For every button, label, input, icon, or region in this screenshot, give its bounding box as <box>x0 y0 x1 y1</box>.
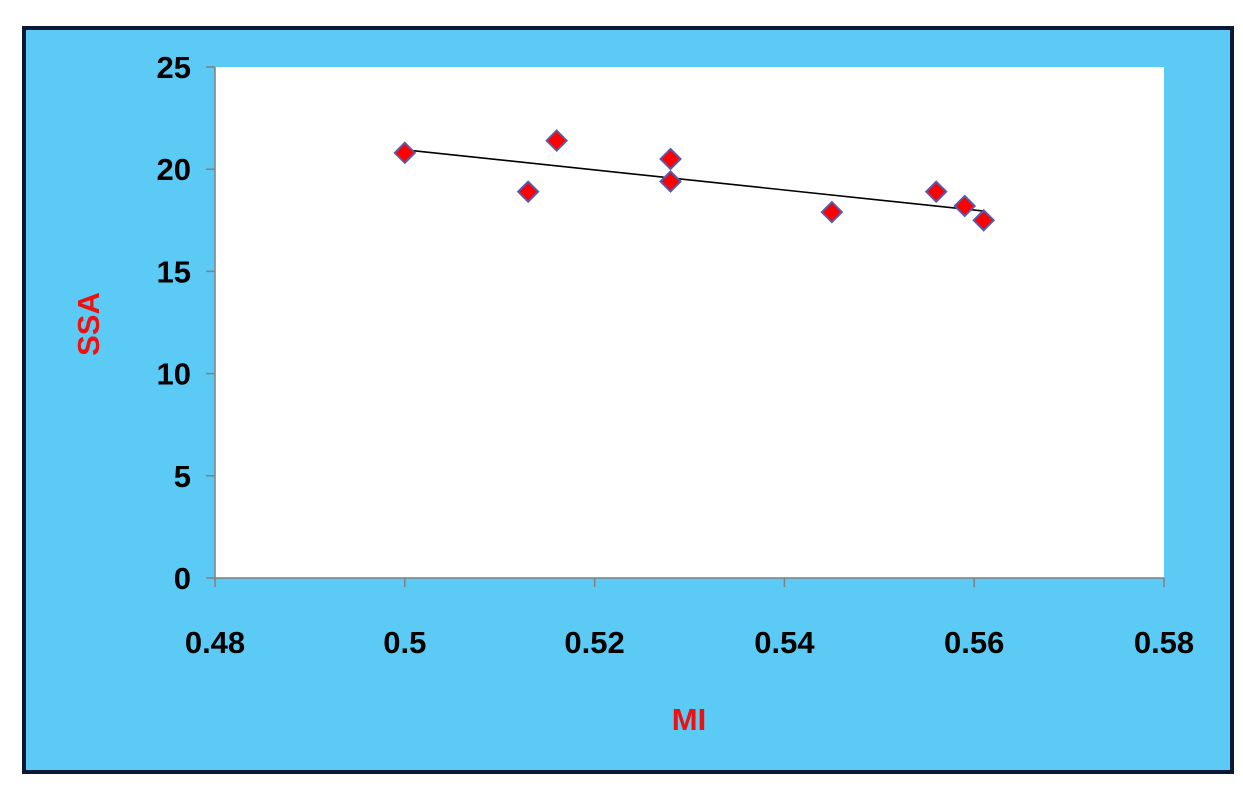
data-point <box>659 170 682 193</box>
y-tick-label: 10 <box>157 357 191 392</box>
x-tick-label: 0.5 <box>383 625 426 660</box>
tick-labels: 0 5 10 15 20 25 0.48 0.5 0.52 0.54 0.56 0.58 <box>157 50 1195 660</box>
x-tick-label: 0.54 <box>754 625 815 660</box>
data-point <box>545 129 569 152</box>
y-tick-label: 5 <box>174 459 191 494</box>
data-point <box>659 147 682 171</box>
trendline <box>404 148 984 212</box>
y-axis-title: SSA <box>71 292 106 356</box>
plot-area <box>215 67 1164 578</box>
data-point <box>924 180 948 204</box>
y-tick-label: 0 <box>174 561 191 596</box>
x-tick-label: 0.58 <box>1134 625 1194 660</box>
data-point <box>393 141 417 165</box>
y-tick-label: 15 <box>157 254 191 289</box>
axes <box>206 66 1165 587</box>
x-tick-label: 0.48 <box>185 625 245 660</box>
data-point <box>820 200 844 224</box>
x-tick-label: 0.52 <box>564 625 624 660</box>
data-point <box>953 194 977 218</box>
y-tick-label: 20 <box>157 152 191 187</box>
x-axis-title: MI <box>672 702 706 737</box>
x-tick-label: 0.56 <box>944 625 1004 660</box>
data-point <box>972 208 996 232</box>
data-point <box>516 180 540 204</box>
data-points <box>393 129 996 232</box>
trendline-layer <box>404 148 984 212</box>
y-tick-label: 25 <box>157 50 191 85</box>
